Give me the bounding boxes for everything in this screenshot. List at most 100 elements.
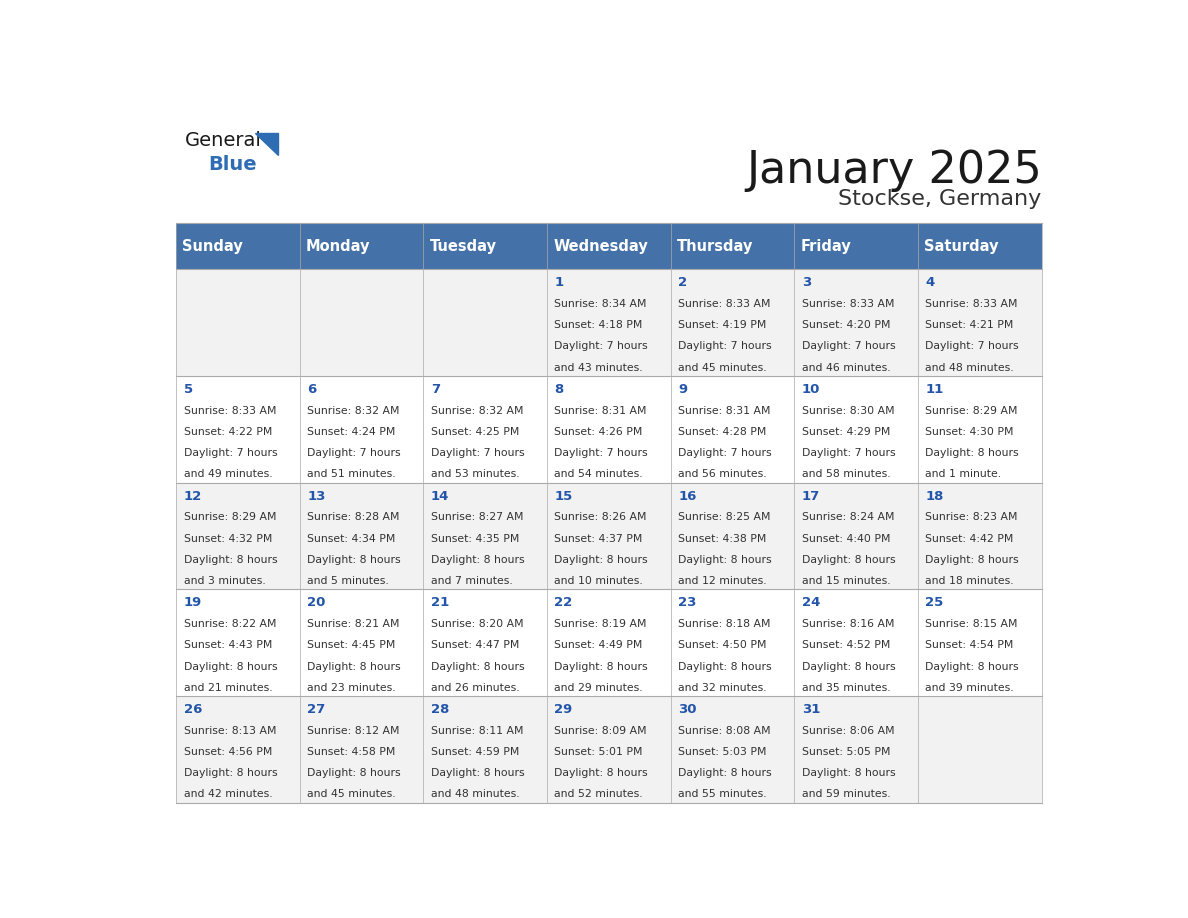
Bar [176, 223, 299, 269]
Text: 1: 1 [555, 276, 563, 289]
Text: 20: 20 [308, 597, 326, 610]
Text: Wednesday: Wednesday [554, 239, 647, 253]
Text: Blue: Blue [208, 155, 257, 174]
Bar [795, 269, 918, 376]
Text: 13: 13 [308, 489, 326, 503]
Text: Sunrise: 8:33 AM: Sunrise: 8:33 AM [183, 406, 276, 416]
Bar [546, 223, 671, 269]
Text: Sunrise: 8:13 AM: Sunrise: 8:13 AM [183, 726, 276, 736]
Text: Daylight: 8 hours: Daylight: 8 hours [678, 768, 772, 778]
Text: and 15 minutes.: and 15 minutes. [802, 576, 890, 586]
Text: Sunset: 4:58 PM: Sunset: 4:58 PM [308, 747, 396, 757]
Text: Daylight: 8 hours: Daylight: 8 hours [925, 448, 1019, 458]
Bar [423, 696, 546, 803]
Text: Stockse, Germany: Stockse, Germany [839, 189, 1042, 209]
Bar [546, 696, 671, 803]
Text: and 39 minutes.: and 39 minutes. [925, 683, 1015, 693]
Text: Sunset: 4:59 PM: Sunset: 4:59 PM [431, 747, 519, 757]
Bar [671, 269, 795, 376]
Text: 3: 3 [802, 276, 811, 289]
Text: and 21 minutes.: and 21 minutes. [183, 683, 272, 693]
Bar [546, 589, 671, 696]
Text: and 42 minutes.: and 42 minutes. [183, 789, 272, 800]
Text: Sunrise: 8:09 AM: Sunrise: 8:09 AM [555, 726, 647, 736]
Text: Thursday: Thursday [677, 239, 753, 253]
Text: Friday: Friday [801, 239, 852, 253]
Text: Saturday: Saturday [924, 239, 999, 253]
Text: Daylight: 8 hours: Daylight: 8 hours [925, 662, 1019, 671]
Text: Daylight: 8 hours: Daylight: 8 hours [308, 662, 400, 671]
Text: Daylight: 8 hours: Daylight: 8 hours [308, 554, 400, 565]
Bar [299, 483, 423, 589]
Bar [299, 696, 423, 803]
Text: General: General [185, 131, 263, 151]
Bar [546, 376, 671, 483]
Bar [546, 269, 671, 376]
Text: Sunset: 4:34 PM: Sunset: 4:34 PM [308, 533, 396, 543]
Text: Daylight: 7 hours: Daylight: 7 hours [555, 448, 649, 458]
Text: and 53 minutes.: and 53 minutes. [431, 469, 519, 479]
Text: 25: 25 [925, 597, 943, 610]
Text: Monday: Monday [307, 239, 371, 253]
Text: Sunrise: 8:11 AM: Sunrise: 8:11 AM [431, 726, 523, 736]
Text: Daylight: 7 hours: Daylight: 7 hours [431, 448, 524, 458]
Text: 11: 11 [925, 383, 943, 396]
Polygon shape [255, 133, 278, 155]
Text: Sunrise: 8:31 AM: Sunrise: 8:31 AM [678, 406, 771, 416]
Text: 30: 30 [678, 703, 696, 716]
Bar [423, 376, 546, 483]
Text: 26: 26 [183, 703, 202, 716]
Bar [176, 483, 299, 589]
Text: Daylight: 8 hours: Daylight: 8 hours [555, 554, 649, 565]
Text: Daylight: 7 hours: Daylight: 7 hours [183, 448, 277, 458]
Bar [795, 589, 918, 696]
Text: Sunrise: 8:27 AM: Sunrise: 8:27 AM [431, 512, 523, 522]
Bar [795, 483, 918, 589]
Text: Sunset: 4:40 PM: Sunset: 4:40 PM [802, 533, 890, 543]
Text: Sunrise: 8:32 AM: Sunrise: 8:32 AM [431, 406, 523, 416]
Text: 10: 10 [802, 383, 820, 396]
Text: Sunset: 4:50 PM: Sunset: 4:50 PM [678, 641, 766, 650]
Text: and 49 minutes.: and 49 minutes. [183, 469, 272, 479]
Bar [176, 376, 299, 483]
Text: Sunset: 4:26 PM: Sunset: 4:26 PM [555, 427, 643, 437]
Bar [299, 589, 423, 696]
Bar [795, 223, 918, 269]
Bar [918, 223, 1042, 269]
Text: Daylight: 7 hours: Daylight: 7 hours [925, 341, 1019, 352]
Text: Sunrise: 8:20 AM: Sunrise: 8:20 AM [431, 619, 524, 629]
Bar [671, 696, 795, 803]
Text: Sunrise: 8:08 AM: Sunrise: 8:08 AM [678, 726, 771, 736]
Text: Tuesday: Tuesday [430, 239, 497, 253]
Text: and 43 minutes.: and 43 minutes. [555, 363, 643, 373]
Text: Daylight: 8 hours: Daylight: 8 hours [678, 662, 772, 671]
Text: and 5 minutes.: and 5 minutes. [308, 576, 388, 586]
Text: Sunrise: 8:24 AM: Sunrise: 8:24 AM [802, 512, 895, 522]
Text: Sunset: 4:56 PM: Sunset: 4:56 PM [183, 747, 272, 757]
Text: Daylight: 8 hours: Daylight: 8 hours [308, 768, 400, 778]
Text: 8: 8 [555, 383, 563, 396]
Text: Sunset: 4:49 PM: Sunset: 4:49 PM [555, 641, 643, 650]
Text: Sunrise: 8:19 AM: Sunrise: 8:19 AM [555, 619, 647, 629]
Text: Sunset: 5:01 PM: Sunset: 5:01 PM [555, 747, 643, 757]
Text: Sunset: 4:24 PM: Sunset: 4:24 PM [308, 427, 396, 437]
Text: Sunrise: 8:06 AM: Sunrise: 8:06 AM [802, 726, 895, 736]
Text: 7: 7 [431, 383, 440, 396]
Text: Sunset: 4:28 PM: Sunset: 4:28 PM [678, 427, 766, 437]
Bar [918, 589, 1042, 696]
Text: 17: 17 [802, 489, 820, 503]
Bar [671, 589, 795, 696]
Text: 15: 15 [555, 489, 573, 503]
Bar [299, 269, 423, 376]
Text: and 48 minutes.: and 48 minutes. [925, 363, 1015, 373]
Text: and 32 minutes.: and 32 minutes. [678, 683, 766, 693]
Text: Sunset: 4:35 PM: Sunset: 4:35 PM [431, 533, 519, 543]
Text: Sunrise: 8:18 AM: Sunrise: 8:18 AM [678, 619, 771, 629]
Bar [176, 696, 299, 803]
Text: and 10 minutes.: and 10 minutes. [555, 576, 643, 586]
Bar [423, 589, 546, 696]
Text: Sunset: 4:19 PM: Sunset: 4:19 PM [678, 320, 766, 330]
Text: and 46 minutes.: and 46 minutes. [802, 363, 890, 373]
Text: 27: 27 [308, 703, 326, 716]
Text: and 51 minutes.: and 51 minutes. [308, 469, 396, 479]
